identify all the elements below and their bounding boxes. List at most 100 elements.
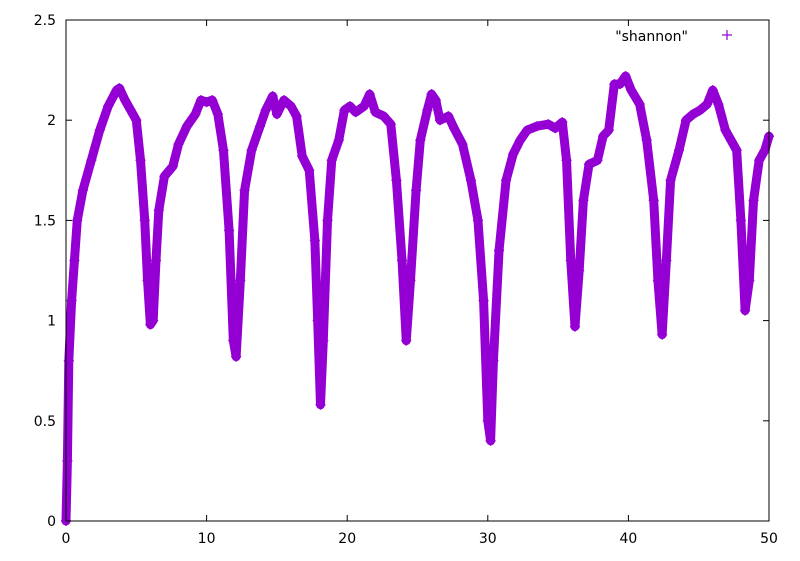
data-point [488, 355, 499, 366]
data-point [364, 89, 375, 100]
data-point [634, 99, 645, 110]
data-point [315, 399, 326, 410]
data-point [657, 329, 668, 340]
y-tick-label: 1 [47, 314, 56, 330]
data-point [557, 117, 568, 128]
legend-marker-plus [722, 30, 732, 40]
data-point [285, 101, 296, 112]
data-point [94, 125, 105, 136]
data-point [72, 215, 83, 226]
data-point [309, 235, 320, 246]
data-point [574, 265, 585, 276]
y-tick-label: 0 [47, 514, 56, 530]
x-tick-label: 30 [479, 531, 497, 547]
data-point [648, 195, 659, 206]
data-point [339, 105, 350, 116]
data-point [411, 185, 422, 196]
data-point [139, 215, 150, 226]
x-tick-label: 20 [338, 531, 356, 547]
data-point [312, 315, 323, 326]
data-point [759, 145, 770, 156]
axis-ticks: 0 10 20 30 40 50 0 0.5 1 1.5 2 2.5 [34, 13, 778, 547]
data-point [494, 245, 505, 256]
data-point [713, 99, 724, 110]
data-point [652, 275, 663, 286]
data-point [731, 145, 742, 156]
data-point [125, 105, 136, 116]
data-point [720, 125, 731, 136]
data-point [472, 215, 483, 226]
data-point [207, 95, 218, 106]
data-point [62, 455, 73, 466]
data-point [515, 135, 526, 146]
data-point [278, 95, 289, 106]
data-point [457, 139, 468, 150]
data-point [142, 275, 153, 286]
data-point [569, 321, 580, 332]
x-tick-label: 0 [62, 531, 71, 547]
data-point [434, 115, 445, 126]
data-point [449, 123, 460, 134]
data-point [584, 159, 595, 170]
data-point [231, 351, 242, 362]
data-point [63, 355, 74, 366]
data-point [543, 119, 554, 130]
data-point [681, 115, 692, 126]
y-tick-label: 2.5 [34, 13, 56, 29]
data-point [297, 151, 308, 162]
data-point [578, 195, 589, 206]
data-point [131, 115, 142, 126]
data-point [661, 255, 672, 266]
data-point [271, 109, 282, 120]
data-point [415, 135, 426, 146]
data-point [740, 305, 751, 316]
x-tick-label: 40 [619, 531, 637, 547]
legend: "shannon" [615, 29, 732, 45]
data-point [405, 275, 416, 286]
data-point [550, 123, 561, 134]
data-point [114, 83, 125, 94]
data-point [620, 71, 631, 82]
data-point [665, 175, 676, 186]
data-point [228, 335, 239, 346]
data-point [641, 135, 652, 146]
data-point [422, 105, 433, 116]
data-point [674, 145, 685, 156]
data-point [66, 295, 77, 306]
data-point [86, 155, 97, 166]
legend-label: "shannon" [615, 29, 688, 45]
data-point [267, 91, 278, 102]
data-point [592, 155, 603, 166]
data-point [173, 139, 184, 150]
series-shannon [61, 71, 774, 526]
data-point [181, 121, 192, 132]
data-point [190, 109, 201, 120]
plot-border [65, 19, 770, 522]
data-point [443, 111, 454, 122]
data-point [69, 255, 80, 266]
data-point [378, 111, 389, 122]
data-point [508, 149, 519, 160]
data-point [218, 145, 229, 156]
data-point [501, 175, 512, 186]
data-point [370, 107, 381, 118]
data-point [522, 125, 533, 136]
data-point [614, 79, 625, 90]
data-point [246, 145, 257, 156]
data-point [235, 275, 246, 286]
data-point [103, 101, 114, 112]
data-point [159, 171, 170, 182]
data-point [482, 415, 493, 426]
data-point [561, 155, 572, 166]
data-point [255, 121, 266, 132]
data-point [478, 295, 489, 306]
data-point [224, 225, 235, 236]
data-point [426, 89, 437, 100]
data-point [304, 165, 315, 176]
data-point [707, 85, 718, 96]
data-point [326, 155, 337, 166]
data-point [148, 315, 159, 326]
data-point [626, 85, 637, 96]
data-point [239, 185, 250, 196]
data-point [532, 121, 543, 132]
